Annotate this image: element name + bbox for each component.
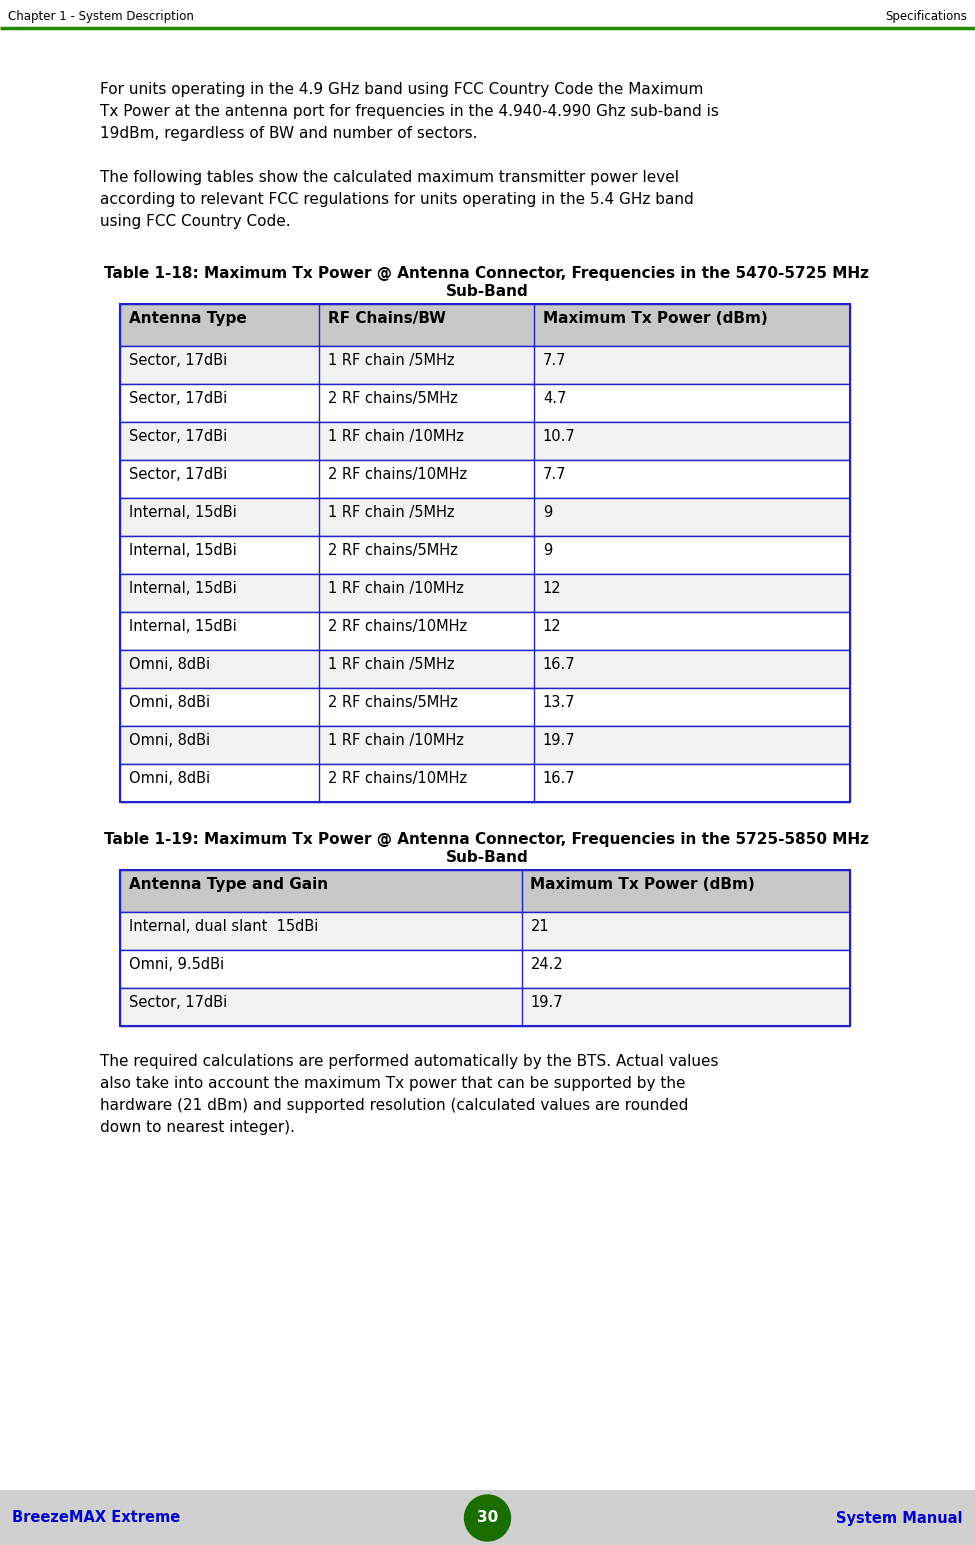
Text: Sector, 17dBi: Sector, 17dBi xyxy=(129,995,227,1010)
Text: also take into account the maximum Tx power that can be supported by the: also take into account the maximum Tx po… xyxy=(100,1075,685,1091)
Text: Omni, 8dBi: Omni, 8dBi xyxy=(129,657,211,672)
Text: 19.7: 19.7 xyxy=(543,732,575,748)
Bar xyxy=(120,346,850,385)
Text: Sector, 17dBi: Sector, 17dBi xyxy=(129,430,227,443)
Bar xyxy=(120,870,850,1026)
Text: System Manual: System Manual xyxy=(837,1511,963,1525)
Text: 2 RF chains/5MHz: 2 RF chains/5MHz xyxy=(328,695,457,711)
Text: 2 RF chains/10MHz: 2 RF chains/10MHz xyxy=(328,620,467,633)
Text: The following tables show the calculated maximum transmitter power level: The following tables show the calculated… xyxy=(100,170,679,185)
Text: according to relevant FCC regulations for units operating in the 5.4 GHz band: according to relevant FCC regulations fo… xyxy=(100,192,694,207)
Bar xyxy=(120,870,850,912)
Text: Internal, 15dBi: Internal, 15dBi xyxy=(129,620,237,633)
Text: 24.2: 24.2 xyxy=(530,956,564,972)
Bar xyxy=(120,726,850,763)
Text: 1 RF chain /10MHz: 1 RF chain /10MHz xyxy=(328,732,463,748)
Text: Table 1-19: Maximum Tx Power @ Antenna Connector, Frequencies in the 5725-5850 M: Table 1-19: Maximum Tx Power @ Antenna C… xyxy=(104,833,870,847)
Bar xyxy=(120,763,850,802)
Bar xyxy=(120,612,850,650)
Text: Internal, 15dBi: Internal, 15dBi xyxy=(129,581,237,596)
Text: Omni, 9.5dBi: Omni, 9.5dBi xyxy=(129,956,224,972)
Text: 21: 21 xyxy=(530,919,549,935)
Text: Maximum Tx Power (dBm): Maximum Tx Power (dBm) xyxy=(530,878,756,891)
Bar xyxy=(120,385,850,422)
Bar xyxy=(120,536,850,575)
Text: For units operating in the 4.9 GHz band using FCC Country Code the Maximum: For units operating in the 4.9 GHz band … xyxy=(100,82,703,97)
Bar xyxy=(120,950,850,987)
Text: Antenna Type and Gain: Antenna Type and Gain xyxy=(129,878,329,891)
Bar xyxy=(120,304,850,802)
Text: The required calculations are performed automatically by the BTS. Actual values: The required calculations are performed … xyxy=(100,1054,719,1069)
Bar xyxy=(120,497,850,536)
Bar xyxy=(120,912,850,950)
Text: Internal, dual slant  15dBi: Internal, dual slant 15dBi xyxy=(129,919,319,935)
Text: Internal, 15dBi: Internal, 15dBi xyxy=(129,542,237,558)
Text: Sector, 17dBi: Sector, 17dBi xyxy=(129,352,227,368)
Text: 2 RF chains/5MHz: 2 RF chains/5MHz xyxy=(328,391,457,406)
Text: using FCC Country Code.: using FCC Country Code. xyxy=(100,215,291,229)
Text: 2 RF chains/10MHz: 2 RF chains/10MHz xyxy=(328,771,467,786)
Text: 10.7: 10.7 xyxy=(543,430,575,443)
Text: 12: 12 xyxy=(543,620,562,633)
Text: Sub-Band: Sub-Band xyxy=(446,284,528,300)
Text: 1 RF chain /5MHz: 1 RF chain /5MHz xyxy=(328,505,454,521)
Text: Chapter 1 - System Description: Chapter 1 - System Description xyxy=(8,9,194,23)
Text: 1 RF chain /10MHz: 1 RF chain /10MHz xyxy=(328,430,463,443)
Text: Omni, 8dBi: Omni, 8dBi xyxy=(129,771,211,786)
Text: 30: 30 xyxy=(477,1511,498,1525)
Text: hardware (21 dBm) and supported resolution (calculated values are rounded: hardware (21 dBm) and supported resoluti… xyxy=(100,1098,688,1112)
Text: 7.7: 7.7 xyxy=(543,467,566,482)
Text: Maximum Tx Power (dBm): Maximum Tx Power (dBm) xyxy=(543,311,767,326)
Text: Specifications: Specifications xyxy=(885,9,967,23)
Bar xyxy=(120,304,850,346)
Text: Table 1-18: Maximum Tx Power @ Antenna Connector, Frequencies in the 5470-5725 M: Table 1-18: Maximum Tx Power @ Antenna C… xyxy=(104,266,870,281)
Text: 19dBm, regardless of BW and number of sectors.: 19dBm, regardless of BW and number of se… xyxy=(100,127,478,141)
Text: 9: 9 xyxy=(543,505,552,521)
Text: 1 RF chain /10MHz: 1 RF chain /10MHz xyxy=(328,581,463,596)
Text: 7.7: 7.7 xyxy=(543,352,566,368)
Text: BreezeMAX Extreme: BreezeMAX Extreme xyxy=(12,1511,180,1525)
Text: 13.7: 13.7 xyxy=(543,695,575,711)
Text: Sector, 17dBi: Sector, 17dBi xyxy=(129,391,227,406)
Text: 4.7: 4.7 xyxy=(543,391,566,406)
Text: 16.7: 16.7 xyxy=(543,657,575,672)
Bar xyxy=(120,650,850,688)
Text: RF Chains/BW: RF Chains/BW xyxy=(328,311,446,326)
Bar xyxy=(120,688,850,726)
Circle shape xyxy=(464,1496,511,1540)
Text: 2 RF chains/5MHz: 2 RF chains/5MHz xyxy=(328,542,457,558)
Text: 16.7: 16.7 xyxy=(543,771,575,786)
Text: 12: 12 xyxy=(543,581,562,596)
Text: Sub-Band: Sub-Band xyxy=(446,850,528,865)
Text: down to nearest integer).: down to nearest integer). xyxy=(100,1120,295,1136)
Bar xyxy=(120,987,850,1026)
Text: Sector, 17dBi: Sector, 17dBi xyxy=(129,467,227,482)
Text: 1 RF chain /5MHz: 1 RF chain /5MHz xyxy=(328,657,454,672)
Bar xyxy=(0,1489,975,1545)
Text: 9: 9 xyxy=(543,542,552,558)
Text: Tx Power at the antenna port for frequencies in the 4.940-4.990 Ghz sub-band is: Tx Power at the antenna port for frequen… xyxy=(100,104,719,119)
Text: Internal, 15dBi: Internal, 15dBi xyxy=(129,505,237,521)
Text: 19.7: 19.7 xyxy=(530,995,564,1010)
Text: 1 RF chain /5MHz: 1 RF chain /5MHz xyxy=(328,352,454,368)
Text: Antenna Type: Antenna Type xyxy=(129,311,247,326)
Bar xyxy=(120,575,850,612)
Bar xyxy=(120,460,850,497)
Text: Omni, 8dBi: Omni, 8dBi xyxy=(129,732,211,748)
Text: Omni, 8dBi: Omni, 8dBi xyxy=(129,695,211,711)
Text: 2 RF chains/10MHz: 2 RF chains/10MHz xyxy=(328,467,467,482)
Bar xyxy=(120,422,850,460)
